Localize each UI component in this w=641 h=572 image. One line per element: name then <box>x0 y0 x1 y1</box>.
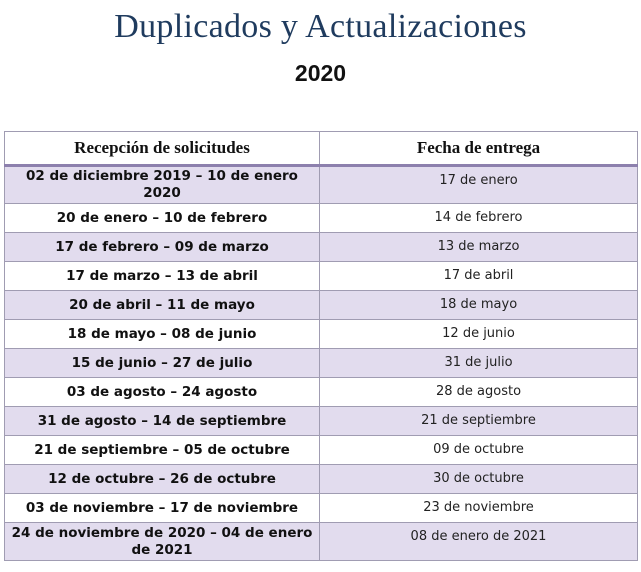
delivery-date: 28 de agosto <box>319 377 638 407</box>
schedule-table: Recepción de solicitudes Fecha de entreg… <box>4 131 638 561</box>
table-row: 02 de diciembre 2019 – 10 de enero 2020 … <box>4 165 638 204</box>
reception-range: 21 de septiembre – 05 de octubre <box>4 435 320 465</box>
table-row: 17 de marzo – 13 de abril 17 de abril <box>4 261 638 291</box>
table-row: 20 de enero – 10 de febrero 14 de febrer… <box>4 203 638 233</box>
table-row: 15 de junio – 27 de julio 31 de julio <box>4 348 638 378</box>
delivery-date: 31 de julio <box>319 348 638 378</box>
delivery-date: 08 de enero de 2021 <box>319 522 638 561</box>
table-row: 20 de abril – 11 de mayo 18 de mayo <box>4 290 638 320</box>
document-title: Duplicados y Actualizaciones <box>114 8 527 45</box>
delivery-date: 17 de abril <box>319 261 638 291</box>
table-row: 03 de noviembre – 17 de noviembre 23 de … <box>4 493 638 523</box>
header-delivery: Fecha de entrega <box>319 131 638 167</box>
reception-range: 03 de agosto – 24 agosto <box>4 377 320 407</box>
table-row: 31 de agosto – 14 de septiembre 21 de se… <box>4 406 638 436</box>
delivery-date: 21 de septiembre <box>319 406 638 436</box>
delivery-date: 17 de enero <box>319 165 638 204</box>
reception-range: 12 de octubre – 26 de octubre <box>4 464 320 494</box>
reception-range: 17 de febrero – 09 de marzo <box>4 232 320 262</box>
delivery-date: 14 de febrero <box>319 203 638 233</box>
table-row: 21 de septiembre – 05 de octubre 09 de o… <box>4 435 638 465</box>
table-row: 03 de agosto – 24 agosto 28 de agosto <box>4 377 638 407</box>
reception-range: 24 de noviembre de 2020 – 04 de enero de… <box>4 522 320 561</box>
reception-range: 31 de agosto – 14 de septiembre <box>4 406 320 436</box>
reception-range: 20 de enero – 10 de febrero <box>4 203 320 233</box>
reception-range: 17 de marzo – 13 de abril <box>4 261 320 291</box>
table-row: 24 de noviembre de 2020 – 04 de enero de… <box>4 522 638 561</box>
reception-range: 18 de mayo – 08 de junio <box>4 319 320 349</box>
delivery-date: 09 de octubre <box>319 435 638 465</box>
delivery-date: 13 de marzo <box>319 232 638 262</box>
table-row: 17 de febrero – 09 de marzo 13 de marzo <box>4 232 638 262</box>
delivery-date: 18 de mayo <box>319 290 638 320</box>
delivery-date: 12 de junio <box>319 319 638 349</box>
document-year: 2020 <box>294 60 347 86</box>
header-reception: Recepción de solicitudes <box>4 131 320 167</box>
reception-range: 03 de noviembre – 17 de noviembre <box>4 493 320 523</box>
table-row: 12 de octubre – 26 de octubre 30 de octu… <box>4 464 638 494</box>
delivery-date: 30 de octubre <box>319 464 638 494</box>
reception-range: 15 de junio – 27 de julio <box>4 348 320 378</box>
reception-range: 20 de abril – 11 de mayo <box>4 290 320 320</box>
reception-range: 02 de diciembre 2019 – 10 de enero 2020 <box>4 165 320 204</box>
table-header-row: Recepción de solicitudes Fecha de entreg… <box>4 131 638 167</box>
table-row: 18 de mayo – 08 de junio 12 de junio <box>4 319 638 349</box>
delivery-date: 23 de noviembre <box>319 493 638 523</box>
